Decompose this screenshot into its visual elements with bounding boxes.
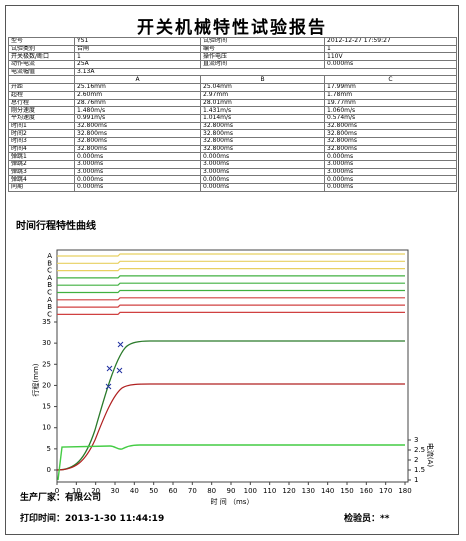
channel-line bbox=[57, 260, 405, 264]
x-tick-label: 170 bbox=[379, 487, 392, 495]
chart-title: 时间行程特性曲线 bbox=[16, 221, 96, 232]
y-tick-label: 0 bbox=[47, 466, 51, 474]
x-tick-label: 110 bbox=[263, 487, 276, 495]
travel-curve bbox=[56, 383, 405, 471]
y-tick-label: 30 bbox=[42, 339, 51, 347]
x-tick-label: 50 bbox=[149, 487, 158, 495]
x-tick-label: 80 bbox=[207, 487, 216, 495]
channel-line bbox=[57, 282, 405, 286]
x-tick-label: 70 bbox=[188, 487, 197, 495]
x-tick-label: 60 bbox=[169, 487, 178, 495]
x-axis-label: 时 间 （ms） bbox=[211, 497, 254, 506]
travel-curve bbox=[56, 340, 405, 471]
channel-label: B bbox=[47, 259, 52, 267]
y2-axis-label: 电流(A) bbox=[426, 443, 435, 468]
x-tick-label: 10 bbox=[72, 487, 81, 495]
channel-label: A bbox=[47, 252, 52, 260]
report: 开关机械特性试验报告 型号 YS1 试验时间 2012-12-27 17:59:27 试… bbox=[5, 5, 459, 535]
result-table: 型号 YS1 试验时间 2012-12-27 17:59:27 试验类别 合闸 编号 1 开关极… bbox=[8, 37, 457, 192]
y2-tick-label: 2 bbox=[414, 456, 418, 464]
x-tick-label: 160 bbox=[360, 487, 373, 495]
table-cell: 0.000ms bbox=[324, 183, 457, 192]
y-tick-label: 15 bbox=[42, 403, 51, 411]
y2-tick-label: 2.5 bbox=[414, 446, 425, 454]
x-tick-label: 100 bbox=[244, 487, 257, 495]
y-tick-label: 35 bbox=[42, 318, 51, 326]
channel-label: B bbox=[47, 303, 52, 311]
print-time: 打印时间：2013-1-30 11:44:19 bbox=[20, 514, 165, 524]
channel-line bbox=[57, 253, 405, 257]
table-row: 同期 0.000ms 0.000ms 0.000ms bbox=[8, 183, 457, 192]
y2-tick-label: 1.5 bbox=[414, 466, 425, 474]
channel-line bbox=[57, 268, 405, 272]
x-tick-label: 150 bbox=[340, 487, 353, 495]
inspector: 检验员：** bbox=[344, 514, 390, 524]
x-tick-label: 90 bbox=[227, 487, 236, 495]
x-tick-label: 0 bbox=[55, 487, 59, 495]
y2-tick-label: 1 bbox=[414, 476, 418, 484]
y2-tick-label: 3 bbox=[414, 436, 418, 444]
report-title: 开关机械特性试验报告 bbox=[137, 18, 327, 38]
channel-line bbox=[57, 275, 405, 279]
channel-line bbox=[57, 304, 405, 308]
channel-label: B bbox=[47, 281, 52, 289]
x-tick-label: 180 bbox=[398, 487, 411, 495]
x-tick-label: 20 bbox=[91, 487, 100, 495]
markers bbox=[105, 341, 124, 390]
table-row: 动作电流 25A 直流时间 0.000ms bbox=[8, 60, 457, 69]
channel-line bbox=[57, 311, 405, 315]
y-tick-label: 5 bbox=[47, 445, 51, 453]
manufacturer: 生产厂家：有限公司 bbox=[20, 493, 102, 503]
channel-line bbox=[57, 289, 405, 294]
channel-label: A bbox=[47, 296, 52, 304]
channel-line bbox=[57, 297, 405, 301]
y-tick-label: 25 bbox=[42, 360, 51, 368]
channel-label: C bbox=[47, 267, 52, 275]
channel-label: A bbox=[47, 274, 52, 282]
plot-frame bbox=[56, 249, 409, 483]
x-tick-label: 120 bbox=[282, 487, 295, 495]
y-tick-label: 10 bbox=[42, 424, 51, 432]
current-curve bbox=[57, 444, 405, 481]
x-tick-label: 40 bbox=[130, 487, 139, 495]
y-axis-label: 行程(mm) bbox=[31, 363, 40, 396]
x-tick-label: 30 bbox=[111, 487, 120, 495]
table-row: 刚分速度 1.480m/s 1.431m/s 1.060m/s bbox=[8, 106, 457, 115]
x-tick-label: 140 bbox=[321, 487, 334, 495]
channel-label: C bbox=[47, 310, 52, 318]
y-tick-label: 20 bbox=[42, 381, 51, 389]
channel-label: C bbox=[47, 289, 52, 297]
x-tick-label: 130 bbox=[302, 487, 315, 495]
